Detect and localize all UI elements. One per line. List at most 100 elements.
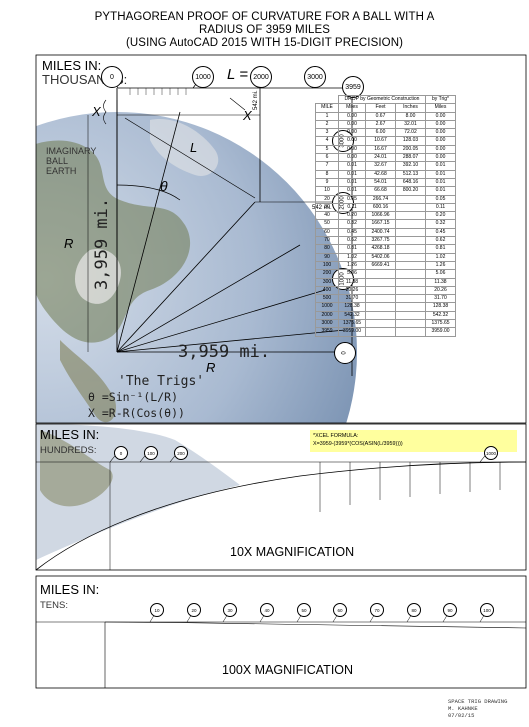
col-header-mile: MILE bbox=[315, 103, 339, 113]
table-cell bbox=[395, 252, 426, 262]
table-cell: 648.16 bbox=[395, 177, 426, 188]
marker-hundreds-100: 100 bbox=[144, 446, 158, 460]
hundreds-heading-2: HUNDREDS: bbox=[40, 445, 97, 456]
table-cell: 3959.00 bbox=[338, 327, 366, 337]
table-cell: 0.01 bbox=[338, 161, 366, 171]
table-cell bbox=[365, 327, 396, 337]
table-cell: 200 bbox=[315, 269, 339, 279]
table-cell: 0.01 bbox=[425, 161, 456, 171]
trigs-equation-2: X =R-R(Cos(θ)) bbox=[88, 406, 185, 420]
table-cell: 90 bbox=[315, 252, 339, 262]
table-cell: 0.00 bbox=[338, 128, 366, 138]
table-cell: 0.00 bbox=[425, 144, 456, 155]
table-cell bbox=[395, 211, 426, 221]
table-cell: 0.45 bbox=[425, 227, 456, 238]
table-cell: 128.03 bbox=[395, 136, 426, 146]
table-cell: 3 bbox=[315, 128, 339, 138]
excel-formula-box: *XCEL FORMULA: X=3959-(3959*(COS(ASIN(L/… bbox=[310, 430, 517, 452]
table-cell: 0.00 bbox=[425, 128, 456, 138]
table-cell: 3959 bbox=[315, 327, 339, 337]
table-cell: 6669.41 bbox=[365, 260, 396, 271]
table-cell: 1667.15 bbox=[365, 219, 396, 229]
table-cell: 600.16 bbox=[365, 202, 396, 213]
table-row: 1000 128.38 128.38 bbox=[315, 302, 456, 312]
marker-tens-40: 40 bbox=[260, 603, 274, 617]
table-row: 3959 3959.00 3959.00 bbox=[315, 327, 456, 337]
table-row: 3 0.00 6.00 72.02 0.00 bbox=[315, 128, 456, 138]
table-cell: 500 bbox=[315, 294, 339, 304]
table-cell: 1375.65 bbox=[425, 318, 456, 329]
table-cell: 0.45 bbox=[338, 227, 366, 238]
marker-tens-50: 50 bbox=[297, 603, 311, 617]
col-header-feet: Feet bbox=[365, 103, 396, 113]
table-cell: 6 bbox=[315, 153, 339, 163]
table-cell: 0.01 bbox=[338, 169, 366, 179]
marker-thousands-2000: 2000 bbox=[250, 66, 272, 88]
table-cell: 0.32 bbox=[425, 219, 456, 229]
table-cell: 0.62 bbox=[425, 236, 456, 246]
table-row: 100 1.26 6669.41 1.26 bbox=[315, 260, 456, 271]
table-cell: 0.01 bbox=[425, 177, 456, 188]
table-cell: 2.67 bbox=[365, 119, 396, 130]
table-row: 70 0.62 3267.75 0.62 bbox=[315, 236, 456, 246]
marker-tens-70: 70 bbox=[370, 603, 384, 617]
table-cell bbox=[395, 244, 426, 254]
table-row: 2000 542.32 542.32 bbox=[315, 310, 456, 321]
drop-table-group-header: DROP by Geometric Construction bbox=[338, 94, 426, 105]
table-cell: 2000 bbox=[315, 310, 339, 321]
table-cell: 16.67 bbox=[365, 144, 396, 155]
table-row: 5 0.00 16.67 200.05 0.00 bbox=[315, 144, 456, 155]
table-cell: 80 bbox=[315, 244, 339, 254]
table-cell: 3959.00 bbox=[425, 327, 456, 337]
table-cell bbox=[395, 285, 426, 296]
table-cell bbox=[365, 285, 396, 296]
table-cell bbox=[395, 269, 426, 279]
table-cell: 20.26 bbox=[425, 285, 456, 296]
table-cell bbox=[395, 194, 426, 204]
drop-table: DROP by Geometric Construction by Trig* … bbox=[315, 94, 456, 337]
marker-thousands-1000: 1000 bbox=[192, 66, 214, 88]
radius-horizontal-label: 3,959 mi. bbox=[178, 342, 271, 362]
table-cell: 2400.74 bbox=[365, 227, 396, 238]
table-row: 400 20.26 20.26 bbox=[315, 285, 456, 296]
table-cell: 1.02 bbox=[338, 252, 366, 262]
table-row: 7 0.01 32.67 392.10 0.01 bbox=[315, 161, 456, 171]
table-cell: 0.20 bbox=[338, 211, 366, 221]
caption-100x: 100X MAGNIFICATION bbox=[222, 663, 354, 677]
credit-line-1: SPACE TRIG DRAWING bbox=[448, 698, 508, 705]
table-cell bbox=[395, 260, 426, 271]
table-cell: 0.00 bbox=[425, 111, 456, 121]
table-row: 3000 1375.65 1375.65 bbox=[315, 318, 456, 329]
table-cell: 0.00 bbox=[425, 153, 456, 163]
table-cell: 20.26 bbox=[338, 285, 366, 296]
table-cell: 31.70 bbox=[338, 294, 366, 304]
table-cell bbox=[395, 202, 426, 213]
marker-thousands-0: 0 bbox=[101, 66, 123, 88]
table-cell: 50 bbox=[315, 219, 339, 229]
table-cell bbox=[395, 219, 426, 229]
formula-line-2: X=3959-(3959*(COS(ASIN(L/3959)))) bbox=[313, 441, 403, 447]
label-r-left: R bbox=[64, 236, 74, 251]
table-cell: 11.38 bbox=[338, 277, 366, 287]
table-cell: 266.74 bbox=[365, 194, 396, 204]
table-cell bbox=[365, 302, 396, 312]
table-row: 40 0.20 1066.96 0.20 bbox=[315, 211, 456, 221]
table-cell bbox=[395, 310, 426, 321]
caption-10x: 10X MAGNIFICATION bbox=[230, 545, 355, 559]
table-cell: 54.01 bbox=[365, 177, 396, 188]
table-row: 8 0.01 42.68 512.13 0.01 bbox=[315, 169, 456, 179]
marker-tens-60: 60 bbox=[333, 603, 347, 617]
table-cell: 128.38 bbox=[425, 302, 456, 312]
credit-block: SPACE TRIG DRAWING M. KAHNKE 07/02/15 bbox=[448, 698, 507, 719]
table-cell bbox=[365, 277, 396, 287]
marker-hundreds-1000: 1000 bbox=[484, 446, 498, 460]
marker-thousands-3000: 3000 bbox=[304, 66, 326, 88]
table-cell: 11.38 bbox=[425, 277, 456, 287]
label-theta: θ bbox=[160, 178, 168, 194]
table-cell: 8.00 bbox=[395, 111, 426, 121]
marker-tens-90: 90 bbox=[443, 603, 457, 617]
table-cell: 0.01 bbox=[338, 177, 366, 188]
table-cell: 0.01 bbox=[425, 186, 456, 196]
table-cell: 0.81 bbox=[338, 244, 366, 254]
